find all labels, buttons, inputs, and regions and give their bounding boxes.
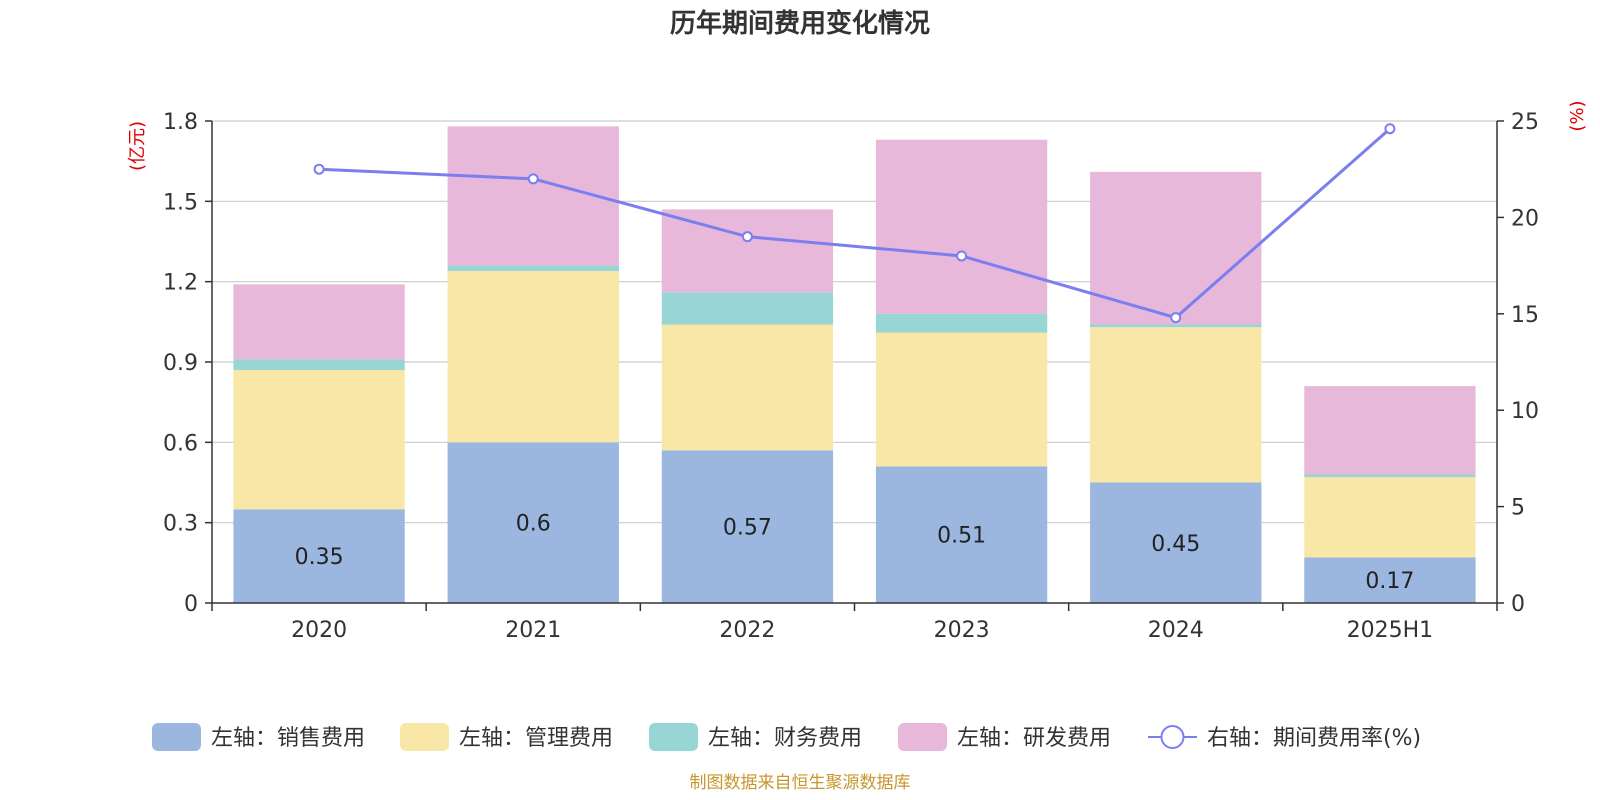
- bar-segment: [447, 265, 619, 271]
- bar-data-label: 0.6: [516, 512, 551, 537]
- legend-marker: [1160, 725, 1185, 749]
- bar-segment: [1304, 557, 1476, 603]
- bar-segment: [1304, 474, 1476, 478]
- rate-line-point: [527, 173, 539, 185]
- bar-segment: [875, 466, 1048, 603]
- y-right-tick-label: 20: [1511, 206, 1539, 231]
- bar-segment: [447, 126, 619, 266]
- bar-segment: [1090, 171, 1262, 325]
- bar-segment: [233, 359, 405, 371]
- x-tick-label: 2021: [505, 618, 561, 643]
- bar-segment: [875, 332, 1048, 467]
- rate-line-point: [313, 163, 325, 175]
- bar-segment: [233, 509, 405, 603]
- rate-line-point: [741, 231, 753, 243]
- bar-segment: [1304, 477, 1476, 558]
- rate-line-point: [956, 250, 968, 262]
- rate-line-point: [1170, 312, 1182, 324]
- bar-segment: [661, 450, 834, 603]
- bar-segment: [1090, 324, 1262, 328]
- y-left-tick-label: 1.2: [163, 271, 198, 296]
- bar-data-label: 0.51: [937, 524, 986, 549]
- y-left-tick-label: 0.3: [163, 512, 198, 537]
- y-left-tick-label: 1.8: [163, 110, 198, 135]
- bar-data-label: 0.57: [723, 516, 772, 541]
- legend-swatch: [898, 723, 947, 751]
- x-tick-label: 2020: [291, 618, 347, 643]
- y-right-tick-label: 15: [1511, 303, 1539, 328]
- grid-lines: [212, 120, 1497, 524]
- bars-group: [233, 126, 1476, 603]
- bar-segment: [661, 292, 834, 325]
- y-right-tick-label: 25: [1511, 110, 1539, 135]
- y-left-tick-label: 0: [184, 592, 198, 617]
- bar-segment: [875, 313, 1048, 333]
- legend-swatch: [649, 723, 698, 751]
- legend-label: 左轴：管理费用: [459, 726, 613, 751]
- legend-label: 左轴：销售费用: [211, 726, 365, 751]
- legend-label: 右轴：期间费用率(%): [1207, 726, 1421, 751]
- legend-label: 左轴：研发费用: [957, 726, 1111, 751]
- bar-data-label: 0.17: [1365, 569, 1414, 594]
- legend-label: 左轴：财务费用: [708, 726, 862, 751]
- chart-title: 历年期间费用变化情况: [670, 8, 930, 39]
- y-left-tick-label: 0.9: [163, 351, 198, 376]
- bar-segment: [1090, 327, 1262, 483]
- line-series-group: [313, 123, 1396, 324]
- legend-swatch: [152, 723, 201, 751]
- legend: 左轴：销售费用 左轴：管理费用 左轴：财务费用 左轴：研发费用 右轴：期间费用率(%): [152, 723, 1421, 751]
- x-tick-label: 2025H1: [1347, 618, 1434, 643]
- y-left-tick-label: 1.5: [163, 190, 198, 215]
- axes-group: 0 0.3 0.6 0.9 1.2 1.5 1.8 0 5 10 15 20 25 2020 2021 202…: [163, 110, 1539, 643]
- bar-segment: [233, 284, 405, 360]
- bar-labels-group: 0.35 0.6 0.57 0.51 0.45 0.17: [295, 512, 1415, 595]
- x-tick-label: 2022: [719, 618, 775, 643]
- y-right-tick-label: 5: [1511, 496, 1525, 521]
- rate-line-point: [1384, 123, 1396, 135]
- bar-segment: [1304, 386, 1476, 475]
- x-tick-label: 2024: [1148, 618, 1204, 643]
- source-note: 制图数据来自恒生聚源数据库: [690, 773, 911, 793]
- y-left-tick-label: 0.6: [163, 431, 198, 456]
- y-right-unit-label: (%): [1567, 100, 1588, 131]
- y-right-tick-label: 10: [1511, 399, 1539, 424]
- bar-segment: [661, 324, 834, 451]
- bar-segment: [233, 370, 405, 510]
- legend-swatch: [400, 723, 449, 751]
- bar-data-label: 0.35: [295, 545, 344, 570]
- rate-line: [319, 127, 1391, 320]
- bar-segment: [1090, 482, 1262, 603]
- bar-data-label: 0.45: [1151, 532, 1200, 557]
- bar-segment: [661, 209, 834, 293]
- bar-segment: [875, 139, 1048, 314]
- x-tick-label: 2023: [934, 618, 990, 643]
- bar-segment: [447, 270, 619, 443]
- y-left-unit-label: (亿元): [127, 121, 148, 171]
- bar-segment: [447, 442, 619, 603]
- y-right-tick-label: 0: [1511, 592, 1525, 617]
